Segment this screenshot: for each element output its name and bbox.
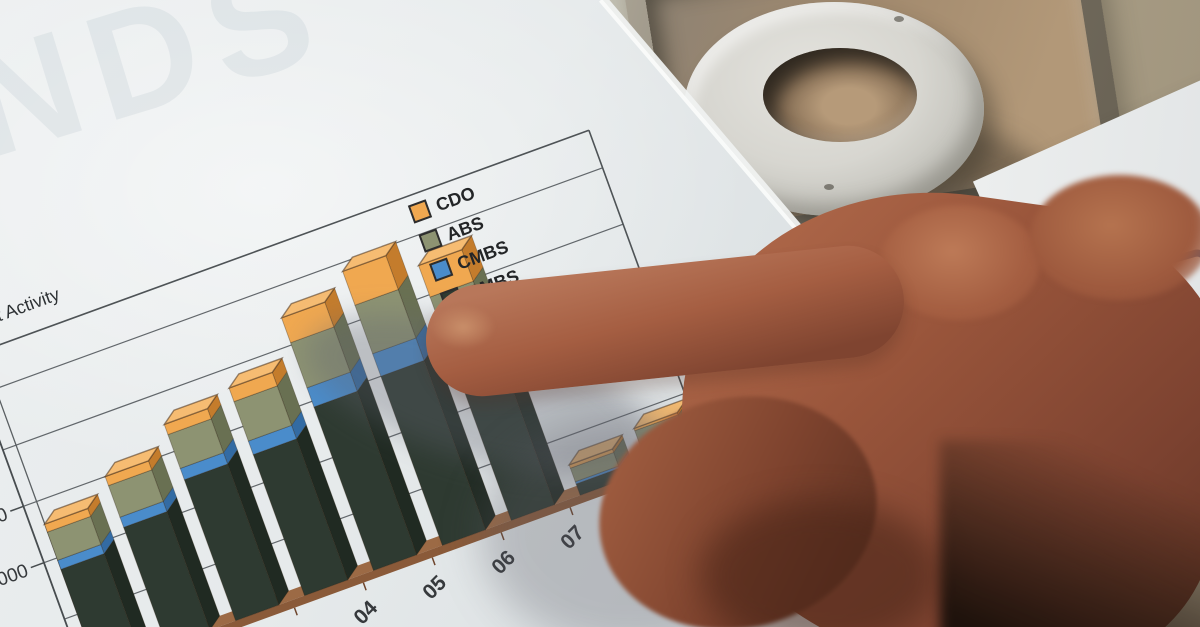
bar-top-cap bbox=[340, 240, 398, 273]
legend-swatch-ABS bbox=[418, 228, 443, 253]
y-tick-mark bbox=[30, 562, 45, 569]
axis-baseline bbox=[85, 449, 708, 627]
finger-tip-highlight bbox=[432, 306, 494, 348]
chart-title-fragment: t Activity bbox=[0, 284, 62, 325]
ring-speck bbox=[894, 16, 904, 22]
x-tick-label: 05 bbox=[418, 571, 451, 604]
y-axis-line bbox=[0, 313, 91, 627]
knuckle bbox=[880, 205, 1040, 320]
x-tick-mark bbox=[293, 607, 298, 616]
plot-top-border bbox=[0, 129, 590, 357]
legend-label-CDO: CDO bbox=[433, 183, 477, 215]
bar-top-cap bbox=[103, 445, 160, 478]
bar-segment-ABS bbox=[569, 451, 620, 483]
bar-top-cap bbox=[567, 433, 624, 467]
gridline bbox=[0, 167, 603, 395]
bar-top-cap bbox=[162, 393, 220, 426]
x-tick-label: 04 bbox=[349, 596, 382, 627]
bar-top-cap bbox=[227, 356, 284, 390]
x-tick-mark bbox=[362, 582, 367, 591]
ring-speck bbox=[824, 184, 834, 190]
table-shadow-corner bbox=[940, 440, 1200, 627]
y-tick-label: 1,000 bbox=[0, 560, 31, 596]
bar-top-cap bbox=[42, 492, 100, 526]
x-tick-mark bbox=[569, 507, 574, 516]
x-tick-mark bbox=[431, 557, 436, 566]
curled-fingers-shadow bbox=[700, 500, 940, 627]
ring-hole bbox=[763, 48, 917, 142]
y-tick-label: ,500 bbox=[0, 504, 11, 536]
legend-swatch-CMBS bbox=[429, 257, 454, 282]
bar-top-cap bbox=[416, 234, 474, 267]
legend-swatch-CDO bbox=[407, 199, 433, 224]
y-tick-mark bbox=[10, 505, 24, 512]
knuckle bbox=[1030, 175, 1200, 300]
bar-top-cap bbox=[279, 286, 337, 320]
x-tick-mark bbox=[500, 532, 505, 541]
